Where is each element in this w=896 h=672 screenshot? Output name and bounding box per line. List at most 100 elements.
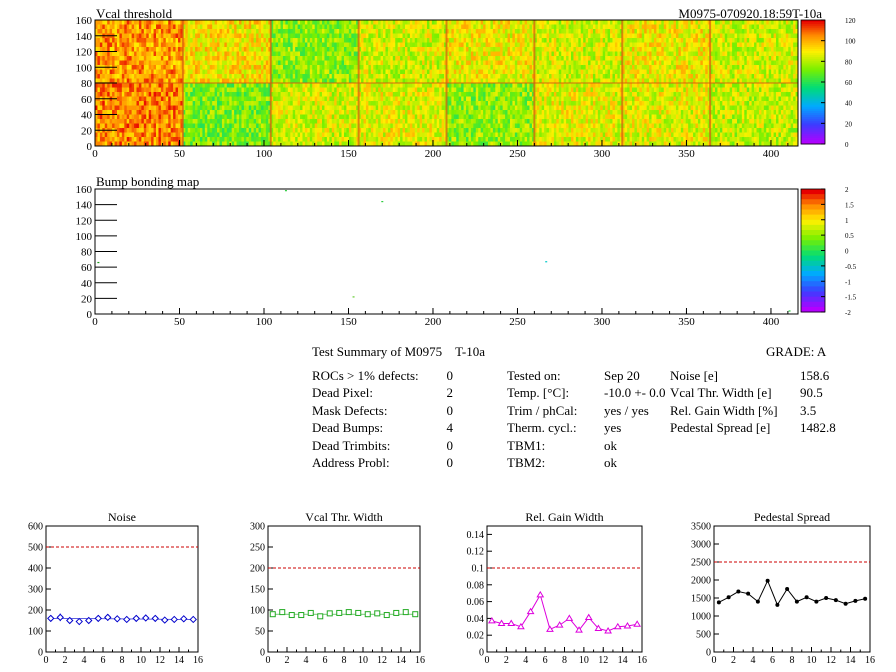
summary-label: Rel. Gain Width [%] bbox=[670, 402, 778, 418]
threshold-heatmap bbox=[95, 20, 799, 147]
y-tick-label: 600 bbox=[28, 522, 43, 533]
series-line bbox=[718, 579, 866, 606]
data-point bbox=[94, 614, 102, 623]
noise-plot: Noise 0 2 4 6 8 10 12 14 16 0 100 200 300 400 500 600 bbox=[28, 510, 203, 666]
palette-label: 1 bbox=[845, 217, 849, 225]
x-tick-label: 50 bbox=[174, 148, 186, 160]
summary-label: TBM1: bbox=[507, 437, 546, 453]
data-point bbox=[113, 615, 121, 623]
vcal-width-plot: Vcal Thr. Width 0 2 4 6 8 10 12 14 16 0 50 100 150 200… bbox=[250, 510, 425, 666]
x-tick-label: 300 bbox=[594, 316, 611, 328]
y-tick-label: 500 bbox=[28, 543, 43, 554]
data-point bbox=[633, 620, 642, 627]
summary-value: 2 bbox=[446, 385, 454, 401]
x-tick-label: 10 bbox=[358, 655, 368, 666]
y-tick-label: 50 bbox=[255, 627, 265, 638]
y-tick-label: 0.12 bbox=[467, 547, 485, 558]
x-tick-label: 400 bbox=[763, 148, 780, 160]
y-tick-label: 2000 bbox=[691, 576, 711, 587]
bump-points bbox=[97, 190, 791, 312]
x-tick-label: 0 bbox=[266, 655, 271, 666]
y-tick-label: 0 bbox=[260, 648, 265, 659]
x-tick-label: 4 bbox=[82, 655, 87, 666]
data-point bbox=[594, 624, 603, 631]
x-tick-label: 2 bbox=[285, 655, 290, 666]
summary-label: Mask Defects: bbox=[312, 402, 388, 418]
map-title: Vcal threshold bbox=[96, 6, 173, 21]
x-tick-label: 0 bbox=[92, 316, 98, 328]
summary-value: 0 bbox=[446, 455, 454, 470]
data-point bbox=[85, 616, 93, 625]
bump-point bbox=[788, 310, 791, 312]
data-point bbox=[613, 622, 622, 630]
palette-label: 0.5 bbox=[845, 232, 854, 240]
y-tick-label: 0 bbox=[87, 309, 93, 321]
data-point bbox=[517, 622, 525, 630]
summary-label: TBM2: bbox=[507, 455, 546, 470]
data-point bbox=[269, 611, 276, 618]
data-point bbox=[623, 621, 632, 629]
plot-title: Rel. Gain Width bbox=[525, 510, 603, 524]
palette-label: -2 bbox=[845, 309, 851, 317]
data-point bbox=[298, 612, 305, 619]
data-point bbox=[584, 613, 593, 621]
summary-label: ROCs > 1% defects: bbox=[312, 368, 419, 383]
data-point bbox=[575, 626, 583, 633]
summary-label: Noise [e] bbox=[670, 368, 719, 383]
data-point bbox=[746, 591, 751, 596]
y-tick-label: 400 bbox=[28, 564, 43, 575]
x-tick-label: 16 bbox=[637, 655, 647, 666]
data-point bbox=[189, 615, 197, 624]
summary-test: T-10a bbox=[455, 344, 486, 359]
summary-title: Test Summary of M0975 T-10a bbox=[312, 344, 486, 359]
data-point bbox=[326, 610, 333, 617]
palette-label: 120 bbox=[845, 17, 856, 25]
x-tick-label: 12 bbox=[826, 655, 836, 666]
y-tick-label: 0.02 bbox=[467, 631, 485, 642]
summary-value: 90.5 bbox=[800, 385, 823, 401]
x-tick-label: 12 bbox=[598, 655, 608, 666]
x-tick-label: 12 bbox=[377, 655, 387, 666]
data-point bbox=[775, 602, 780, 607]
x-tick-label: 10 bbox=[579, 655, 589, 666]
vcal-palette: 0 20 40 60 80 100 120 bbox=[800, 17, 856, 149]
plot-title: Pedestal Spread bbox=[754, 510, 830, 524]
data-point bbox=[785, 587, 790, 591]
y-tick-label: 140 bbox=[76, 31, 93, 43]
x-tick-label: 14 bbox=[174, 655, 184, 666]
bump-title: Bump bonding map bbox=[96, 174, 199, 189]
x-tick-label: 50 bbox=[174, 316, 186, 328]
summary-value: 0 bbox=[446, 368, 454, 383]
plot-frame bbox=[486, 525, 643, 653]
y-tick-label: 0.14 bbox=[467, 530, 485, 541]
x-tick-label: 150 bbox=[340, 148, 357, 160]
y-tick-label: 200 bbox=[250, 564, 265, 575]
data-point bbox=[536, 590, 545, 598]
data-point bbox=[317, 613, 324, 620]
data-point bbox=[487, 616, 496, 624]
data-point bbox=[336, 609, 343, 616]
summary-label: Dead Bumps: bbox=[312, 420, 384, 436]
plot-title: Vcal Thr. Width bbox=[305, 510, 382, 524]
summary-value: ok bbox=[604, 455, 617, 470]
y-tick-label: 3500 bbox=[691, 522, 711, 533]
summary-value: -10.0 +- 0.0 bbox=[604, 385, 666, 401]
x-tick-label: 8 bbox=[342, 655, 347, 666]
bump-point bbox=[284, 190, 287, 192]
gain-width-plot: Rel. Gain Width 0 2 4 6 8 10 12 14 16 0 0.02 0.04 0.0… bbox=[467, 510, 648, 666]
bump-frame bbox=[94, 188, 799, 315]
data-point bbox=[355, 609, 362, 616]
x-tick-label: 4 bbox=[304, 655, 309, 666]
palette-label: 100 bbox=[845, 38, 856, 46]
y-tick-label: 60 bbox=[81, 94, 93, 106]
palette-label: 2 bbox=[845, 186, 849, 194]
x-tick-label: 350 bbox=[678, 316, 695, 328]
x-tick-label: 2 bbox=[731, 655, 736, 666]
x-tick-label: 250 bbox=[509, 316, 526, 328]
summary-value: 1482.8 bbox=[800, 420, 836, 436]
palette-label: -1.5 bbox=[845, 294, 857, 302]
summary-value: yes bbox=[604, 420, 622, 436]
x-tick-label: 200 bbox=[425, 148, 442, 160]
data-point bbox=[307, 609, 314, 616]
bump-point bbox=[97, 261, 100, 264]
